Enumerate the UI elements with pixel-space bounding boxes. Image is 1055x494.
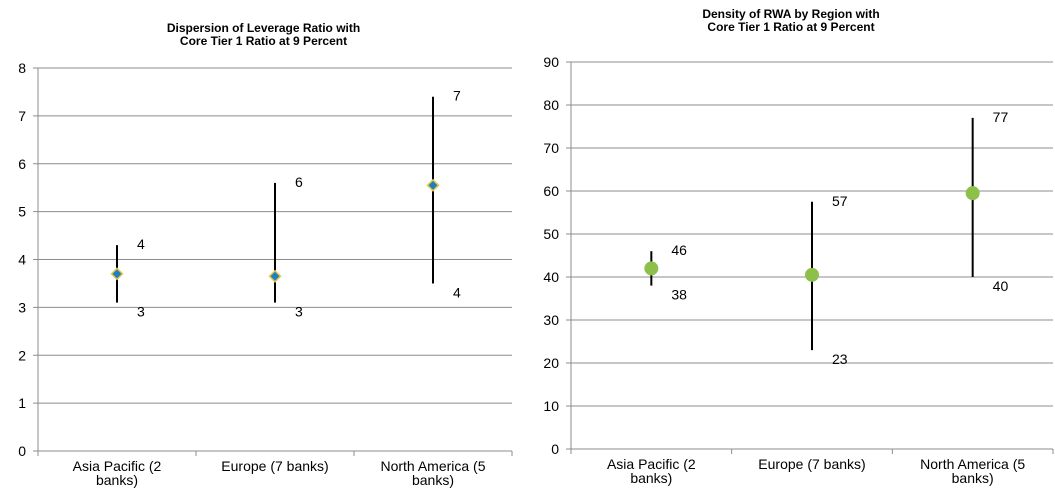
x-category-label: banks)	[630, 470, 672, 486]
mean-marker	[805, 267, 819, 282]
low-value-label: 4	[453, 284, 461, 300]
low-value-label: 38	[671, 287, 687, 303]
x-category-label: Europe (7 banks)	[221, 458, 328, 474]
y-tick-label: 0	[18, 443, 26, 459]
y-tick-label: 0	[551, 441, 559, 457]
mean-marker	[965, 186, 980, 201]
low-value-label: 3	[137, 304, 145, 320]
y-tick-label: 50	[543, 226, 559, 242]
y-tick-label: 70	[543, 140, 559, 156]
low-value-label: 23	[832, 351, 848, 367]
high-value-label: 4	[137, 236, 145, 252]
y-tick-label: 8	[18, 60, 26, 76]
y-tick-label: 80	[543, 97, 559, 113]
low-value-label: 3	[295, 304, 303, 320]
x-category-label: North America (5	[920, 456, 1025, 472]
x-category-label: Asia Pacific (2	[607, 456, 696, 472]
high-value-label: 57	[832, 193, 848, 209]
chart-title: Dispersion of Leverage Ratio with Core T…	[166, 21, 361, 48]
x-category-label: North America (5	[380, 458, 485, 474]
x-category-label: banks)	[952, 470, 994, 486]
x-category-label: banks)	[96, 472, 138, 488]
y-tick-label: 6	[18, 156, 26, 172]
high-value-label: 77	[993, 109, 1009, 125]
y-tick-label: 2	[18, 347, 26, 363]
y-tick-label: 3	[18, 299, 26, 315]
rwa-density-chart: Density of RWA by Region with Core Tier …	[527, 0, 1055, 494]
x-category-label: banks)	[412, 472, 454, 488]
leverage-ratio-chart: Dispersion of Leverage Ratio with Core T…	[0, 0, 527, 494]
y-tick-label: 1	[18, 395, 26, 411]
low-value-label: 40	[993, 278, 1009, 294]
y-tick-label: 5	[18, 204, 26, 220]
y-tick-label: 30	[543, 312, 559, 328]
high-value-label: 46	[671, 242, 687, 258]
high-value-label: 7	[453, 88, 461, 104]
mean-marker	[426, 178, 440, 192]
high-value-label: 6	[295, 174, 303, 190]
y-tick-label: 60	[543, 183, 559, 199]
y-tick-label: 40	[543, 269, 559, 285]
mean-marker	[268, 269, 282, 283]
y-tick-label: 7	[18, 108, 26, 124]
mean-marker	[110, 267, 124, 281]
y-tick-label: 90	[543, 54, 559, 70]
x-category-label: Asia Pacific (2	[73, 458, 162, 474]
y-tick-label: 4	[18, 252, 26, 268]
x-category-label: Europe (7 banks)	[758, 456, 865, 472]
mean-marker	[644, 261, 659, 276]
y-tick-label: 10	[543, 398, 559, 414]
chart-title: Density of RWA by Region with Core Tier …	[702, 7, 880, 34]
y-tick-label: 20	[543, 355, 559, 371]
